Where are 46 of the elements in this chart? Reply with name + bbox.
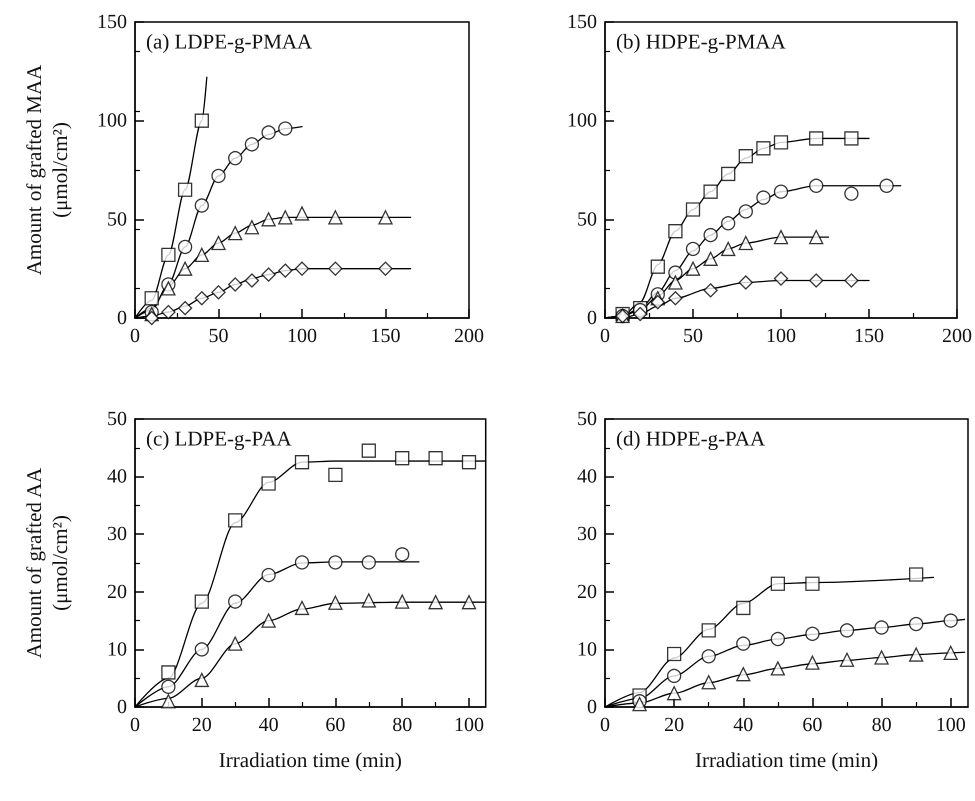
x-tick-label: 50 — [683, 325, 703, 347]
x-tick-label: 200 — [942, 325, 972, 347]
y-tick-label: 30 — [577, 523, 597, 546]
y-tick-label: 10 — [107, 638, 127, 660]
x-tick-label: 150 — [370, 325, 400, 347]
y-tick-label: 50 — [577, 408, 597, 430]
y-tick-label: 40 — [577, 466, 597, 488]
x-tick-label: 100 — [454, 714, 484, 736]
chart-title: (a) LDPE-g-PMAA — [146, 30, 314, 54]
x-tick-label: 60 — [802, 714, 822, 736]
x-tick-label: 40 — [258, 714, 279, 736]
x-tick-label: 150 — [854, 325, 884, 347]
x-tick-label: 80 — [872, 714, 892, 736]
x-tick-label: 20 — [664, 714, 684, 736]
x-tick-label: 200 — [454, 325, 484, 347]
x-tick-label: 100 — [766, 325, 796, 347]
y-tick-label: 10 — [577, 638, 597, 660]
x-tick-label: 100 — [936, 714, 966, 736]
y-tick-label: 150 — [97, 11, 127, 33]
y-tick-label: 20 — [107, 580, 127, 603]
y-tick-label: 50 — [107, 208, 127, 230]
x-axis-title: Irradiation time (min) — [218, 748, 402, 772]
chart-title: (d) HDPE-g-PAA — [616, 426, 766, 450]
y-tick-label: 50 — [577, 208, 597, 230]
y-axis-title: Amount of grafted MAA (μmol/cm²) — [22, 64, 72, 276]
y-tick-label: 50 — [107, 408, 127, 430]
x-axis-title: Irradiation time (min) — [694, 748, 878, 772]
y-tick-label: 100 — [97, 110, 127, 132]
y-tick-label: 40 — [107, 466, 127, 488]
x-tick-label: 20 — [192, 714, 212, 736]
chart-title: (c) LDPE-g-PAA — [146, 426, 292, 450]
y-tick-label: 100 — [567, 110, 597, 132]
y-tick-label: 0 — [117, 696, 127, 718]
x-tick-label: 80 — [392, 714, 412, 736]
y-axis-title: Amount of grafted AA (μmol/cm²) — [22, 466, 72, 658]
y-tick-label: 20 — [577, 580, 597, 603]
chart-title: (b) HDPE-g-PMAA — [616, 30, 787, 54]
y-tick-label: 0 — [117, 307, 127, 329]
y-tick-label: 30 — [107, 523, 127, 546]
x-tick-label: 60 — [325, 714, 346, 736]
x-tick-label: 100 — [287, 325, 317, 347]
x-tick-label: 40 — [733, 714, 754, 736]
y-tick-label: 150 — [567, 11, 597, 33]
y-tick-label: 0 — [587, 307, 597, 329]
y-tick-label: 0 — [587, 696, 597, 718]
x-tick-label: 50 — [208, 325, 228, 347]
